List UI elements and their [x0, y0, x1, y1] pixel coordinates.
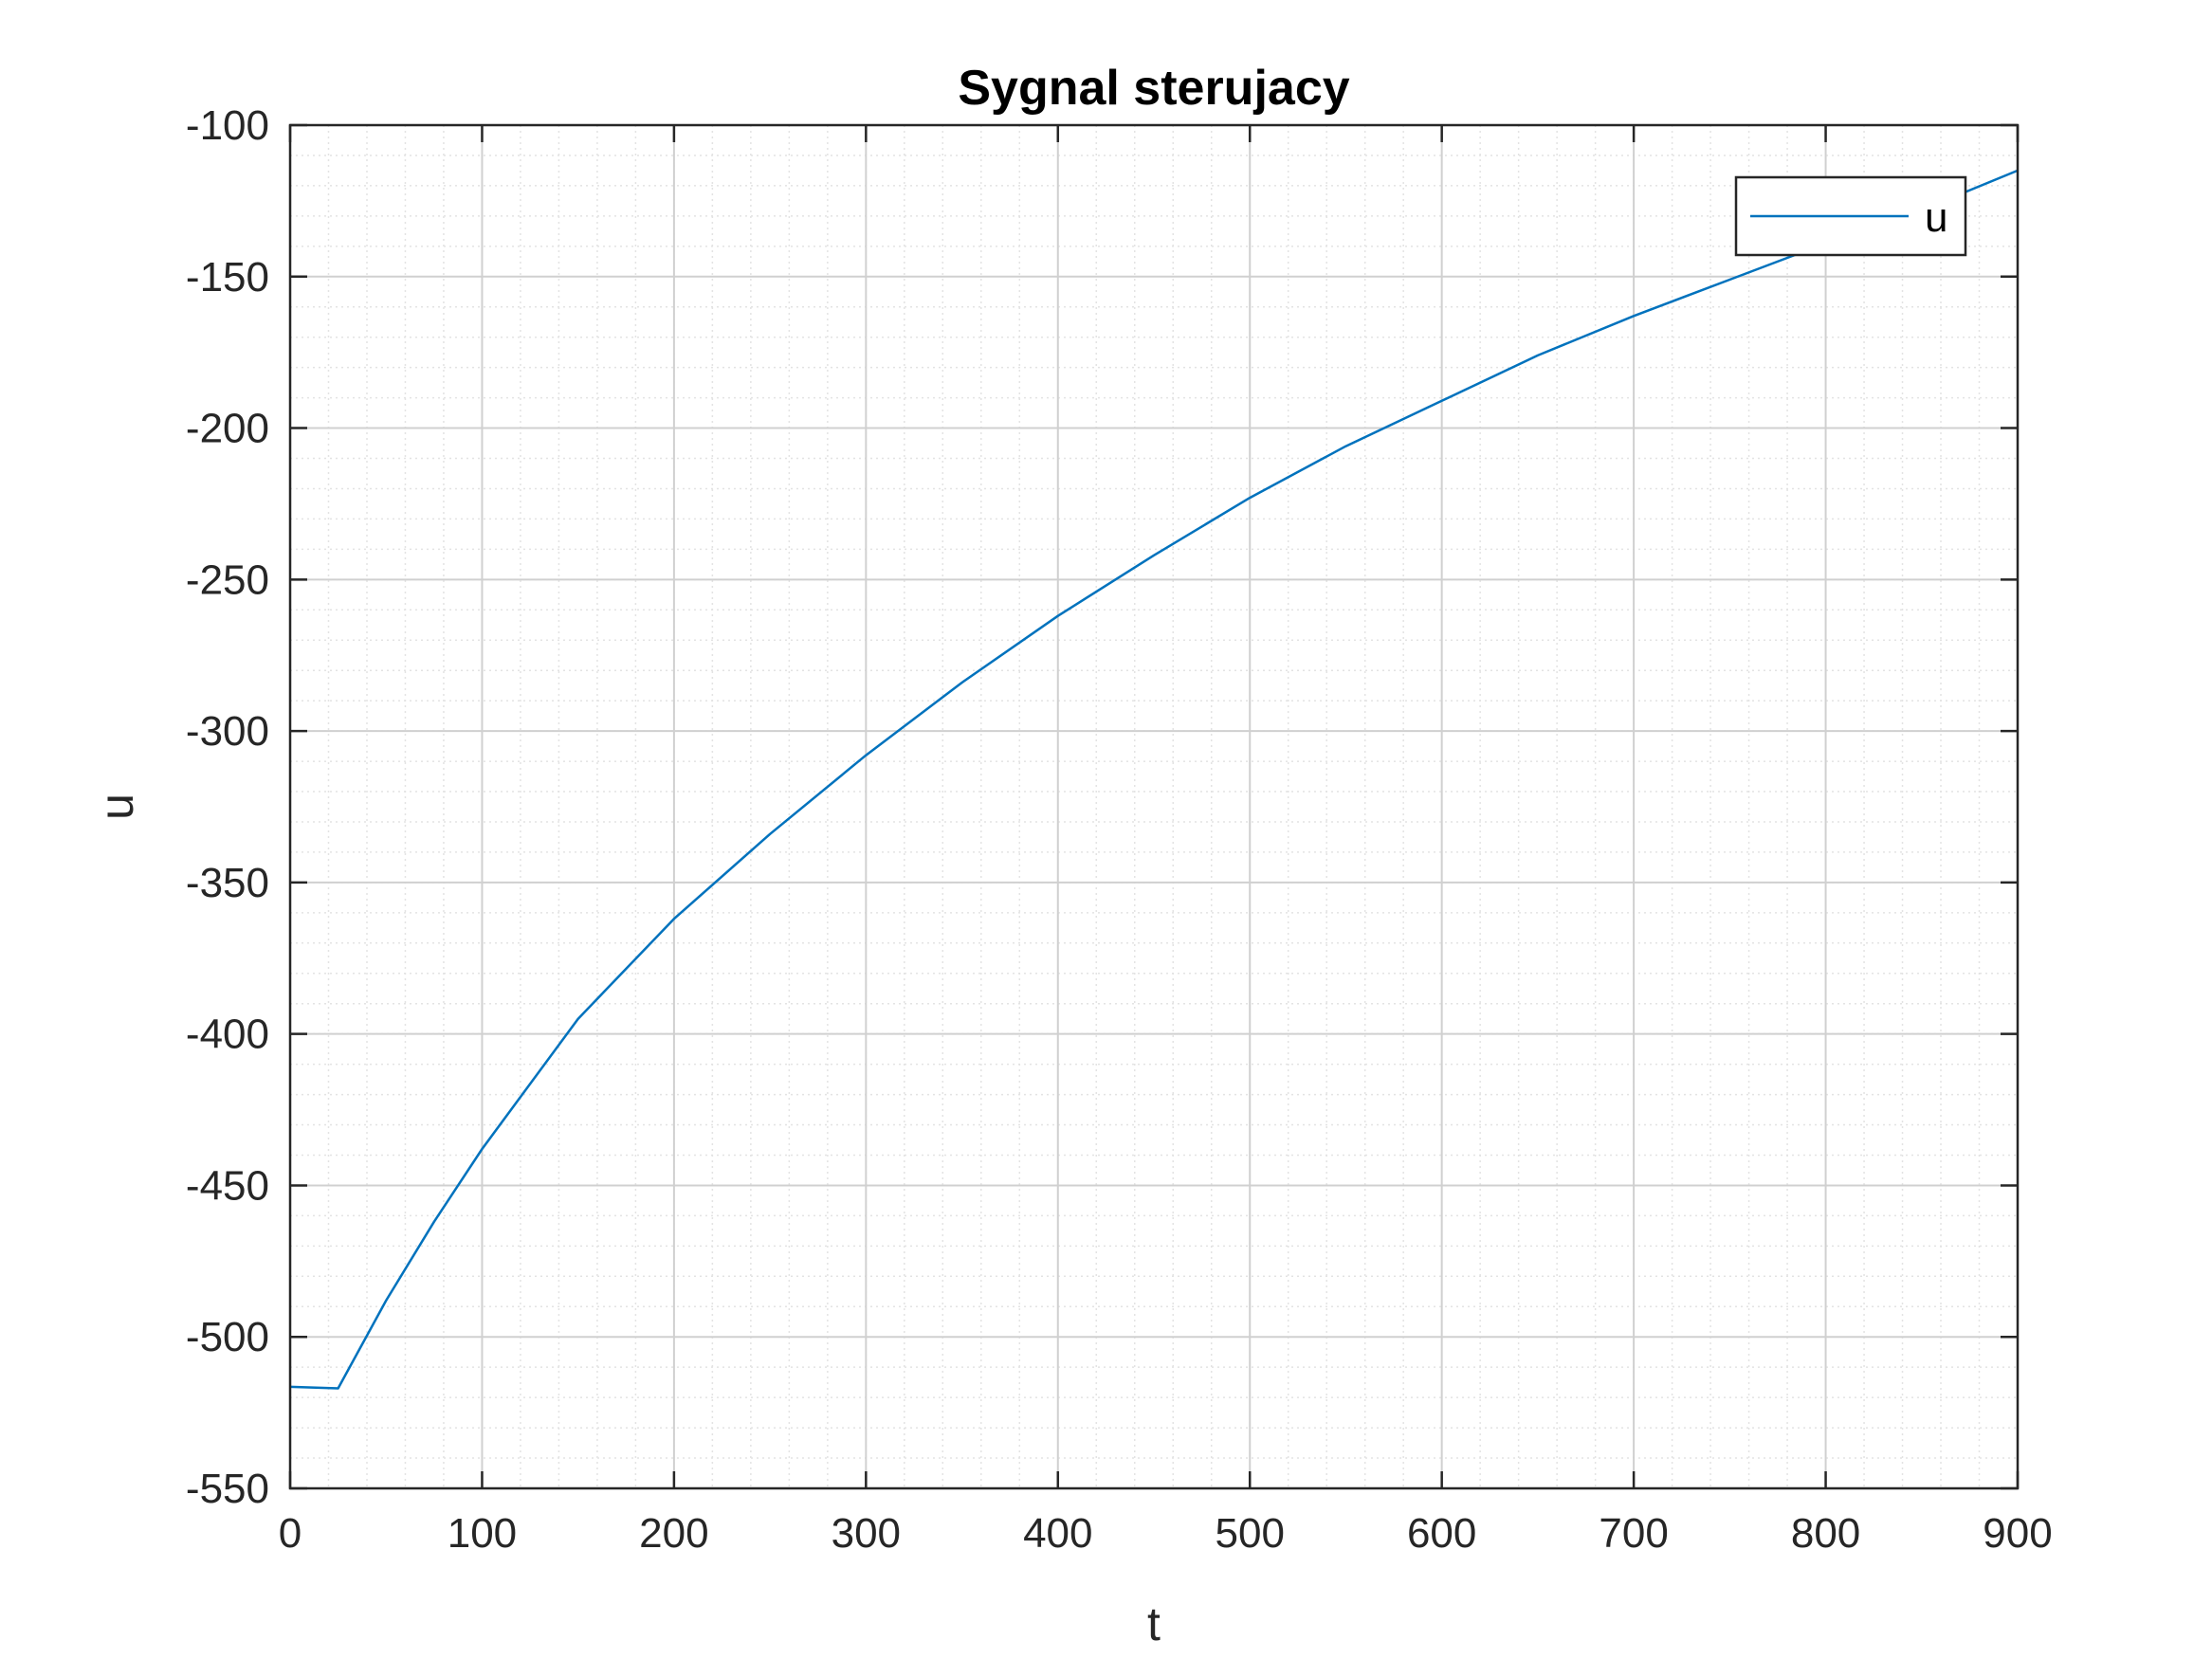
x-tick-labels: 0 100 200 300 400 500 600 700 800 900 [279, 1510, 2053, 1557]
y-tick-label: -450 [186, 1162, 269, 1209]
x-axis-label: t [1147, 1597, 1161, 1650]
x-tick-label: 600 [1407, 1510, 1476, 1557]
x-tick-label: 0 [279, 1510, 302, 1557]
x-tick-label: 500 [1216, 1510, 1285, 1557]
plot-background [290, 125, 2018, 1488]
y-tick-label: -350 [186, 860, 269, 906]
plot-area [288, 123, 2020, 1490]
y-tick-label: -200 [186, 406, 269, 452]
y-tick-label: -300 [186, 708, 269, 755]
x-tick-label: 100 [448, 1510, 517, 1557]
series-line-u [289, 169, 2019, 1390]
y-tick-label: -500 [186, 1314, 269, 1360]
y-axis-label: u [90, 793, 143, 820]
y-tick-label: -550 [186, 1466, 269, 1512]
x-tick-label: 300 [832, 1510, 901, 1557]
y-tick-label: -100 [186, 102, 269, 149]
x-tick-label: 200 [639, 1510, 708, 1557]
legend-entry-u: u [1925, 194, 1947, 241]
y-tick-label: -400 [186, 1012, 269, 1058]
x-tick-label: 400 [1023, 1510, 1092, 1557]
y-tick-label: -150 [186, 254, 269, 301]
chart-title: Sygnal sterujacy [958, 61, 1349, 116]
legend: u [1734, 175, 1967, 257]
plot-frame [288, 123, 2020, 1490]
axis-ticks [288, 123, 2020, 1490]
y-tick-label: -250 [186, 556, 269, 603]
series-layer [289, 169, 2019, 1390]
x-tick-label: 900 [1983, 1510, 2052, 1557]
x-tick-label: 800 [1791, 1510, 1860, 1557]
x-tick-label: 700 [1599, 1510, 1668, 1557]
y-tick-labels: -550 -500 -450 -400 -350 -300 -250 -200 -150 -100 [186, 102, 269, 1512]
